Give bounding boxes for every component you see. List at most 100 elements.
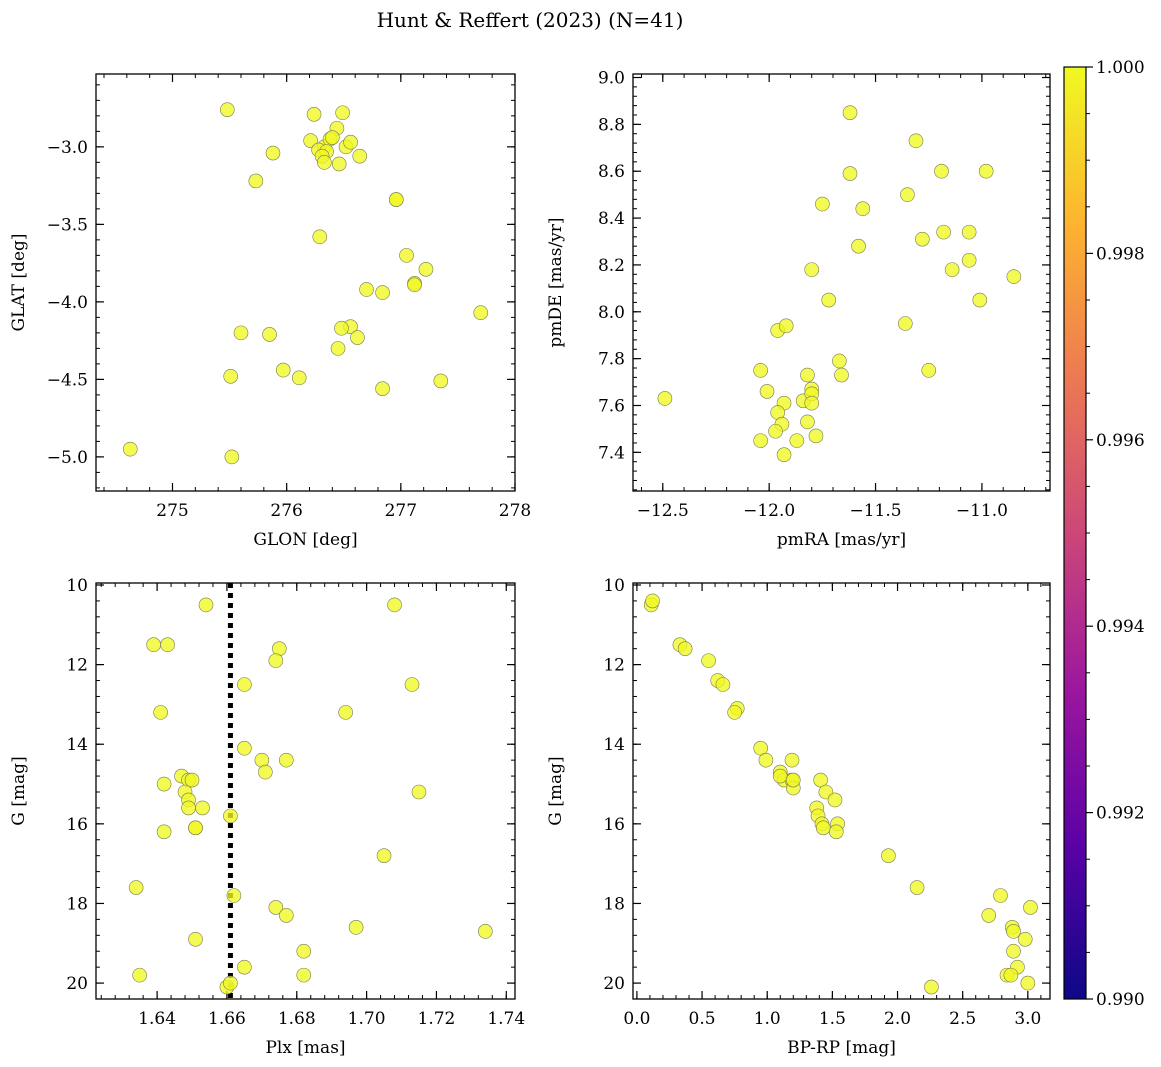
data-point: [418, 262, 434, 277]
data-point: [800, 414, 815, 430]
data-point: [195, 800, 210, 816]
data-point: [657, 391, 673, 406]
data-point: [842, 166, 858, 181]
data-point: [343, 134, 358, 150]
y-tick-label: −3.0: [47, 138, 88, 158]
x-axis-label: pmRA [mas/yr]: [777, 530, 906, 550]
data-point: [433, 373, 449, 389]
data-point: [237, 677, 252, 692]
y-tick-label: 14: [603, 735, 625, 755]
data-point: [909, 880, 925, 895]
data-point: [224, 449, 240, 465]
y-tick-label: 8.6: [598, 162, 625, 182]
data-point: [335, 105, 350, 121]
x-axis-label: BP-RP [mag]: [787, 1038, 896, 1058]
y-tick-label: 10: [603, 576, 625, 596]
data-point: [312, 229, 328, 245]
data-point: [132, 967, 147, 983]
data-point: [303, 133, 318, 148]
x-axis-label: Plx [mas]: [265, 1038, 345, 1058]
data-point: [900, 187, 915, 202]
data-point: [828, 824, 844, 840]
data-point: [359, 282, 374, 297]
data-point: [1023, 900, 1038, 915]
y-tick-label: 8.0: [598, 303, 625, 323]
x-tick-label: 0.0: [623, 1009, 650, 1029]
data-point: [804, 395, 820, 411]
data-point: [233, 325, 249, 341]
y-axis-label: G [mag]: [9, 756, 29, 825]
data-point: [291, 370, 307, 386]
data-point: [331, 156, 347, 172]
data-point: [778, 318, 794, 334]
colorbar: 1.000 0.998 0.996 0.994 0.992 0.990: [1063, 58, 1145, 1010]
data-point: [753, 363, 768, 378]
data-point: [160, 637, 175, 653]
y-tick-label: −4.5: [47, 370, 88, 390]
data-point: [348, 920, 364, 935]
data-point: [188, 931, 203, 947]
x-tick-label: −11.5: [849, 501, 901, 521]
data-point: [330, 341, 346, 356]
data-point: [223, 808, 238, 824]
data-point: [727, 705, 742, 720]
data-point: [881, 848, 896, 863]
data-point: [961, 224, 977, 240]
y-tick-label: 7.6: [598, 396, 625, 416]
data-point: [188, 820, 203, 836]
panel-parallax-magnitude: 1.64 1.66 1.68 1.70 1.72 1.74 10 12 14 16 18 20 Plx …: [9, 576, 525, 1058]
x-tick-label: −12.0: [743, 501, 795, 521]
y-tick-label: 9.0: [598, 69, 625, 89]
data-point: [248, 173, 264, 189]
data-point: [785, 772, 801, 788]
data-point: [924, 979, 939, 995]
data-point: [784, 752, 800, 768]
data-point: [122, 441, 138, 457]
data-point: [915, 231, 930, 247]
y-tick-label: 12: [66, 656, 88, 676]
data-point: [715, 677, 731, 692]
data-point: [772, 768, 788, 784]
data-point: [677, 641, 693, 656]
y-tick-label: 16: [66, 815, 88, 835]
data-point: [834, 367, 849, 383]
y-tick-label: 8.2: [598, 256, 625, 276]
axes-frame: [632, 582, 1051, 1000]
data-point: [944, 262, 960, 277]
x-axis-label: GLON [deg]: [253, 530, 357, 550]
data-point: [181, 800, 196, 816]
y-tick-label: 12: [603, 656, 625, 676]
x-tick-label: 0.5: [689, 1009, 716, 1029]
data-point: [153, 705, 168, 720]
y-tick-label: −5.0: [47, 448, 88, 468]
data-point: [1003, 967, 1019, 983]
data-point: [317, 155, 332, 170]
data-point: [1020, 975, 1036, 991]
data-point: [350, 330, 365, 345]
x-tick-label: 278: [499, 501, 531, 521]
x-tick-label: 1.72: [418, 1009, 456, 1029]
y-tick-label: 7.8: [598, 350, 625, 370]
y-tick-label: 18: [603, 894, 625, 914]
y-tick-label: 16: [603, 815, 625, 835]
data-point: [821, 292, 837, 308]
data-point: [972, 292, 988, 308]
axes-frame: [95, 73, 516, 492]
data-point: [978, 163, 994, 179]
data-point: [776, 447, 792, 462]
data-point: [237, 740, 252, 756]
y-tick-label: 14: [66, 735, 88, 755]
data-point: [842, 105, 858, 120]
data-point: [800, 367, 815, 383]
data-point: [898, 316, 913, 331]
data-point: [808, 428, 824, 444]
colorbar-tick-label: 0.996: [1096, 431, 1145, 451]
data-point: [768, 423, 783, 439]
data-point: [407, 277, 422, 293]
data-point: [1006, 943, 1021, 959]
y-tick-label: −4.0: [47, 293, 88, 313]
data-point: [352, 148, 368, 164]
x-tick-label: 277: [385, 501, 417, 521]
data-point: [325, 130, 340, 145]
